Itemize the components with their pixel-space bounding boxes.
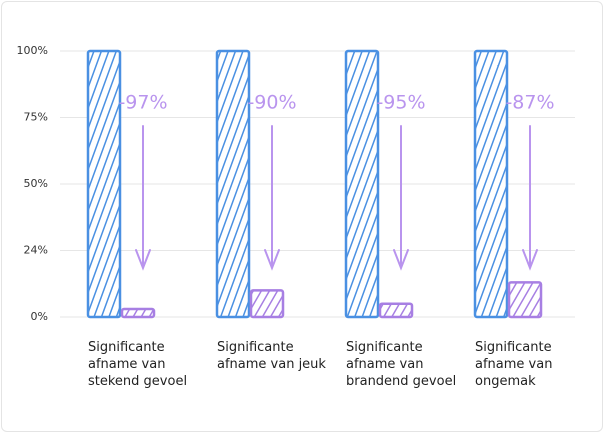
x-tick-label: Significante afname van jeuk: [217, 340, 326, 372]
annotation: -95%: [376, 92, 425, 114]
bar: [120, 307, 156, 319]
y-tick-label: 50%: [24, 177, 48, 190]
y-tick-label: 24%: [24, 244, 48, 257]
x-tick-label: Significante afname van ongemak: [475, 340, 553, 389]
bar: [86, 49, 122, 319]
bar: [344, 49, 380, 319]
annotation-arrow: [135, 125, 151, 271]
annotation-arrow: [393, 125, 409, 271]
bar: [473, 49, 509, 319]
bar: [507, 281, 543, 319]
y-tick-label: 100%: [17, 44, 48, 57]
annotation: -87%: [505, 92, 554, 114]
y-tick-label: 0%: [31, 310, 48, 323]
bar: [249, 289, 285, 319]
annotation: -97%: [118, 92, 167, 114]
bar: [215, 49, 251, 319]
y-tick-label: 75%: [24, 111, 48, 124]
annotation-arrow: [264, 125, 280, 271]
annotation-arrow: [522, 125, 538, 271]
bar: [378, 302, 414, 319]
annotation: -90%: [247, 92, 296, 114]
x-tick-label: Significante afname van stekend gevoel: [88, 340, 188, 389]
x-tick-label: Significante afname van brandend gevoel: [346, 340, 457, 389]
